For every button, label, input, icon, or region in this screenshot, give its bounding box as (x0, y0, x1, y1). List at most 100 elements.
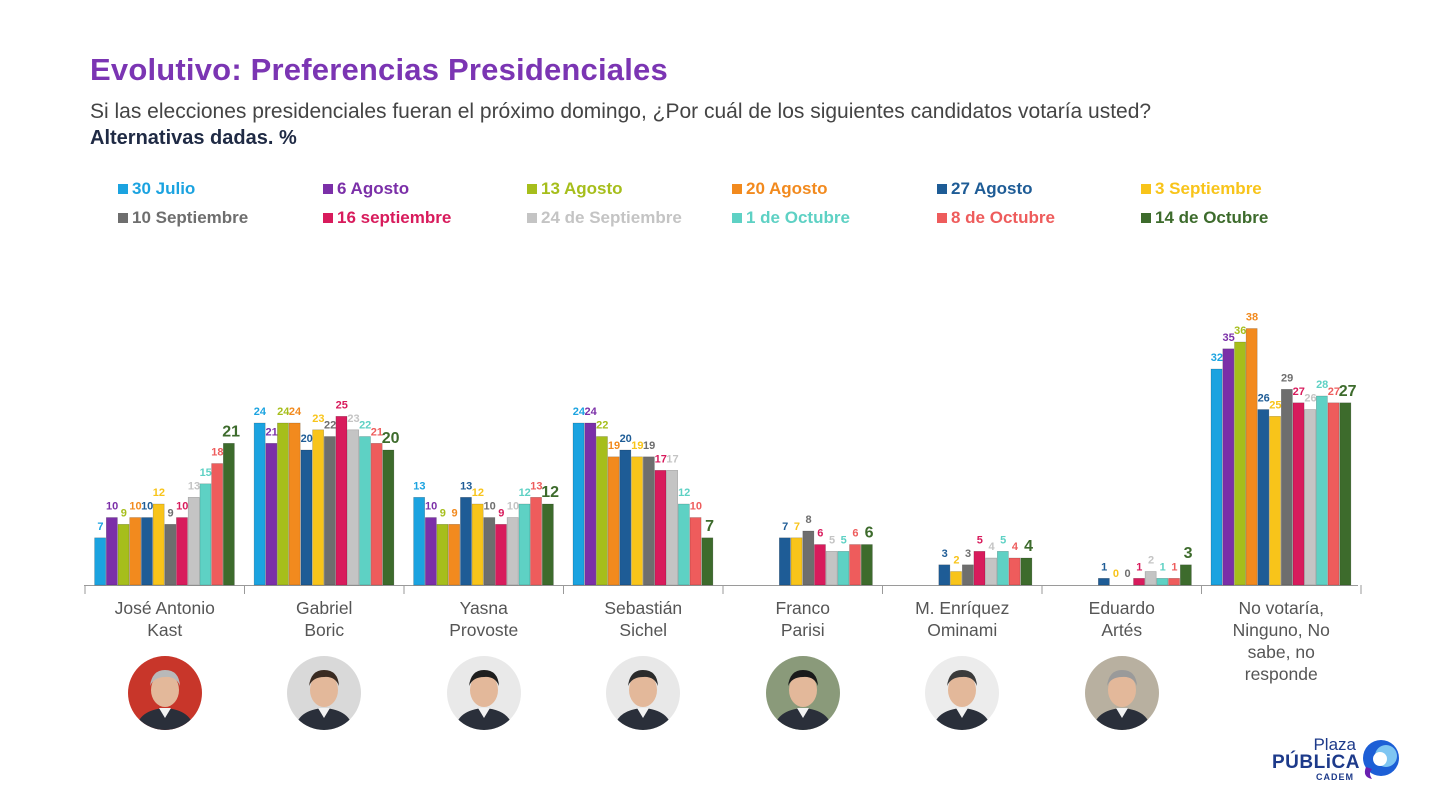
bar-value-label: 22 (324, 420, 336, 432)
bar-value-label: 20 (382, 430, 400, 447)
bar-value-label: 19 (643, 440, 655, 452)
bar (677, 503, 690, 586)
bar-value-label: 21 (222, 423, 240, 440)
logo-mark-icon (1363, 740, 1399, 779)
legend-swatch (937, 213, 947, 223)
bar-value-label: 2 (953, 555, 959, 567)
bar-value-label: 12 (519, 487, 531, 499)
bar (1098, 577, 1110, 586)
legend-item: 24 de Septiembre (527, 208, 682, 228)
bar (471, 503, 484, 586)
legend-item: 30 Julio (118, 179, 195, 199)
bar-value-label: 17 (655, 453, 667, 465)
legend-item: 10 Septiembre (118, 208, 248, 228)
bar-value-label: 22 (359, 420, 371, 432)
bar (424, 517, 437, 586)
legend-swatch (732, 213, 742, 223)
bar-value-label: 10 (176, 501, 188, 513)
bar (1304, 409, 1316, 586)
bar-value-label: 19 (608, 440, 620, 452)
bar-value-label: 24 (254, 406, 267, 418)
bar (506, 517, 519, 586)
bar-value-label: 7 (794, 521, 800, 533)
legend-label: 3 Septiembre (1155, 179, 1262, 198)
bar-value-label: 0 (1125, 568, 1131, 580)
bar (1020, 557, 1033, 586)
bar (106, 517, 118, 586)
bar-value-label: 19 (631, 440, 643, 452)
bar (1281, 388, 1293, 586)
bar (187, 496, 200, 586)
bar (1257, 409, 1270, 586)
bar-value-label: 4 (1024, 538, 1033, 555)
bar-value-label: 28 (1316, 379, 1328, 391)
bar (312, 429, 325, 586)
bar (448, 523, 461, 586)
chart-subtitle: Alternativas dadas. % (90, 127, 297, 149)
bar-value-label: 6 (817, 528, 823, 540)
bar-value-label: 36 (1234, 325, 1246, 337)
bar-value-label: 3 (942, 548, 948, 560)
bar (572, 422, 585, 586)
bar-value-label: 22 (596, 420, 608, 432)
candidate-photo (287, 656, 362, 730)
legend-item: 13 Agosto (527, 179, 623, 199)
bar (265, 442, 278, 586)
legend-swatch (732, 184, 742, 194)
legend-item: 3 Septiembre (1141, 179, 1262, 199)
legend-swatch (323, 213, 333, 223)
bar-value-label: 9 (440, 507, 446, 519)
bar (253, 422, 266, 586)
bar (211, 463, 224, 586)
candidate-photo (765, 656, 840, 730)
bar-value-label: 26 (1304, 393, 1316, 405)
bar-value-label: 13 (413, 480, 425, 492)
bar (1292, 402, 1305, 586)
bar (518, 503, 531, 586)
bar (1168, 577, 1180, 586)
bar (94, 537, 106, 586)
candidate-photo (1084, 656, 1159, 730)
bar (1245, 328, 1258, 586)
bar (335, 415, 348, 586)
bar-value-label: 8 (806, 514, 812, 526)
bar-value-label: 20 (301, 433, 313, 445)
x-axis-category-label: Yasna Provoste (449, 598, 519, 640)
bar (223, 442, 235, 586)
bar-value-label: 10 (141, 501, 153, 513)
bar-value-label: 10 (425, 501, 437, 513)
bar-value-label: 9 (451, 507, 457, 519)
bar-value-label: 5 (829, 534, 835, 546)
bar-value-label: 7 (97, 521, 103, 533)
candidate-photo (606, 656, 681, 730)
logo-text-publica: PÚBLiCA (1272, 752, 1360, 773)
legend-label: 14 de Octubre (1155, 208, 1269, 227)
logo-text-plaza: Plaza (1313, 735, 1356, 754)
x-axis-category-label: Eduardo Artés (1088, 598, 1155, 640)
bar-value-label: 23 (312, 413, 324, 425)
legend-label: 27 Agosto (951, 179, 1033, 198)
legend-item: 1 de Octubre (732, 208, 850, 228)
bar-value-label: 10 (129, 501, 141, 513)
bar (961, 564, 974, 586)
bar (837, 550, 850, 586)
bar (1316, 395, 1328, 586)
bar-value-label: 10 (483, 501, 495, 513)
legend-item: 8 de Octubre (937, 208, 1055, 228)
bar (323, 436, 336, 586)
bar (541, 503, 554, 586)
bar (1234, 341, 1246, 586)
x-axis-category-label: No votaría, Ninguno, No sabe, no respond… (1232, 598, 1330, 684)
bar (701, 537, 714, 586)
plaza-publica-cadem-logo: Plaza PÚBLiCA CADEM (1268, 735, 1408, 785)
bar (1008, 557, 1021, 586)
bar (288, 422, 301, 586)
bar-value-label: 32 (1211, 352, 1223, 364)
bar-value-label: 2 (1148, 555, 1154, 567)
bar-value-label: 21 (371, 426, 383, 438)
bar-value-label: 5 (841, 534, 847, 546)
bar-value-label: 5 (977, 534, 983, 546)
bar (950, 571, 962, 586)
bar (199, 483, 212, 586)
